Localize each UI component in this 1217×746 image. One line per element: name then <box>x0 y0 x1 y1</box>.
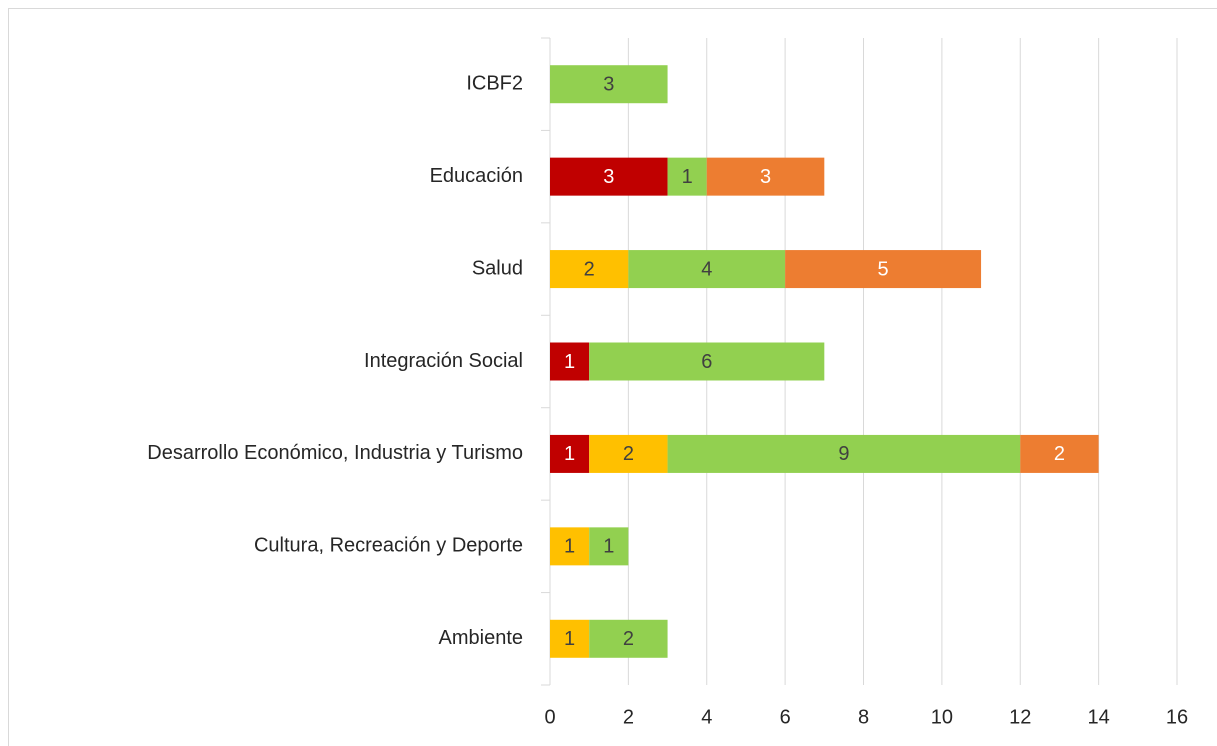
bar-segment <box>589 342 825 381</box>
bar-segment <box>628 250 786 289</box>
x-tick-label: 4 <box>701 706 712 728</box>
data-label: 3 <box>760 166 771 188</box>
y-tick-label: Desarrollo Económico, Industria y Turism… <box>147 442 523 464</box>
x-tick-label: 12 <box>1009 706 1031 728</box>
data-label: 3 <box>603 73 614 95</box>
x-tick-label: 8 <box>858 706 869 728</box>
x-tick-label: 14 <box>1088 706 1110 728</box>
data-label: 2 <box>584 258 595 280</box>
y-tick-label: Salud <box>472 257 523 279</box>
data-label: 6 <box>701 351 712 373</box>
bar-segment <box>550 619 590 658</box>
y-tick-label: Educación <box>430 165 523 187</box>
chart-frame <box>8 8 1217 746</box>
bar-segment <box>667 434 1021 473</box>
data-label: 1 <box>682 166 693 188</box>
x-tick-label: 10 <box>931 706 953 728</box>
bar-segment <box>785 250 982 289</box>
y-tick-label: Cultura, Recreación y Deporte <box>254 535 523 557</box>
data-label: 2 <box>623 628 634 650</box>
x-tick-label: 16 <box>1166 706 1188 728</box>
data-label: 3 <box>603 166 614 188</box>
bar-segment <box>550 434 590 473</box>
bar-segment <box>550 250 629 289</box>
data-label: 1 <box>564 536 575 558</box>
data-label: 1 <box>603 536 614 558</box>
bar-segment <box>589 434 668 473</box>
data-label: 1 <box>564 443 575 465</box>
bar-segment <box>550 342 590 381</box>
data-label: 1 <box>564 628 575 650</box>
bar-segment <box>667 157 707 196</box>
x-tick-label: 2 <box>623 706 634 728</box>
data-label: 2 <box>1054 443 1065 465</box>
bar-segment <box>550 527 590 566</box>
data-label: 1 <box>564 351 575 373</box>
y-tick-label: Integración Social <box>364 350 523 372</box>
data-label: 9 <box>838 443 849 465</box>
bar-segment <box>589 619 668 658</box>
bar-segment <box>550 157 668 196</box>
y-tick-label: Ambiente <box>439 627 524 649</box>
bar-segment <box>1020 434 1099 473</box>
data-label: 4 <box>701 258 712 280</box>
y-tick-label: ICBF2 <box>466 72 523 94</box>
data-label: 5 <box>878 258 889 280</box>
bar-segment <box>550 65 668 104</box>
x-tick-label: 6 <box>780 706 791 728</box>
bar-segment <box>589 527 629 566</box>
data-label: 2 <box>623 443 634 465</box>
x-tick-label: 0 <box>544 706 555 728</box>
bar-segment <box>706 157 825 196</box>
